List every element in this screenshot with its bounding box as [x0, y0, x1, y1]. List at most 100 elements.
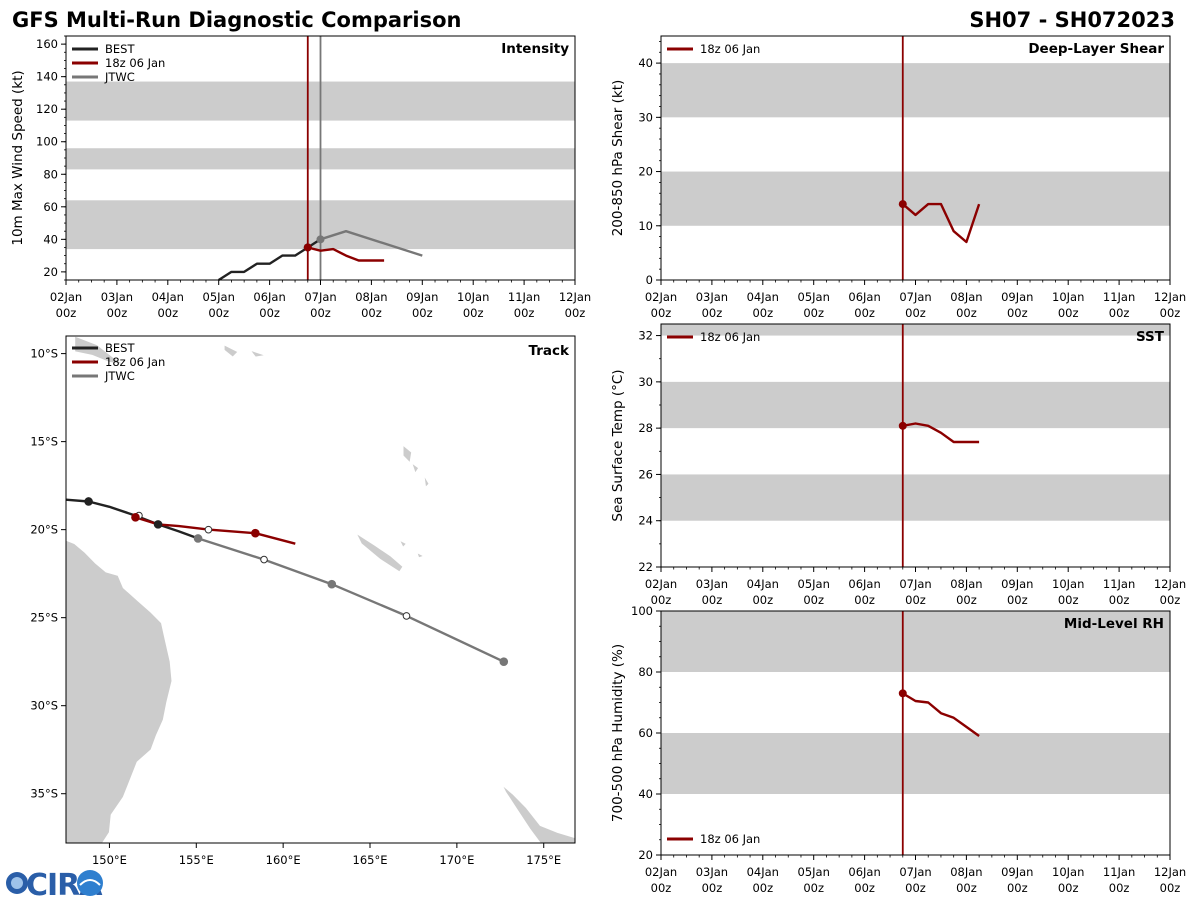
sst-xtick-sublabel: 00z [651, 593, 672, 607]
shear-xtick-sublabel: 00z [752, 306, 773, 320]
rh-xtick-label: 08Jan [950, 865, 982, 879]
shear-frame [660, 35, 1171, 281]
track-marker-run [251, 528, 260, 538]
intensity-ytick-label: 140 [36, 70, 58, 84]
rh-ytick-label: 40 [638, 787, 653, 801]
intensity-ylabel: 10m Max Wind Speed (kt) [10, 70, 26, 245]
track-xtick-label: 165°E [353, 853, 388, 867]
track-title: Track [529, 343, 570, 359]
track-panel: 150°E 155°E 160°E 165°E 170°E 175°E 10°S 15°S 20… [30, 335, 576, 867]
shear-xtick-label: 06Jan [848, 290, 880, 304]
intensity-ytick-label: 20 [43, 265, 58, 279]
track-land [248, 349, 266, 358]
rh-xtick-label: 03Jan [696, 865, 728, 879]
intensity-xtick-label: 06Jan [253, 290, 285, 304]
shear-xtick-label: 07Jan [899, 290, 931, 304]
shear-xtick-sublabel: 00z [1058, 306, 1079, 320]
rh-xtick-label: 02Jan [645, 865, 677, 879]
intensity-ytick-label: 40 [43, 232, 58, 246]
cira-logo: CIRA [6, 868, 104, 900]
track-land [410, 461, 420, 475]
intensity-ytick-label: 160 [36, 37, 58, 51]
rh-xtick-sublabel: 00z [956, 881, 977, 895]
sst-xtick-sublabel: 00z [1160, 593, 1181, 607]
track-ytick-label: 30°S [30, 699, 58, 713]
track-xtick-label: 150°E [92, 853, 127, 867]
sst-xtick-label: 04Jan [747, 577, 779, 591]
track-frame [65, 335, 576, 844]
shear-ytick-label: 40 [638, 56, 653, 70]
shear-ytick-label: 30 [638, 110, 653, 124]
track-marker-best [153, 520, 163, 529]
sst-xtick-sublabel: 00z [803, 593, 824, 607]
intensity-legend-label: BEST [105, 42, 135, 56]
sst-xtick-label: 06Jan [848, 577, 880, 591]
rh-xtick-sublabel: 00z [905, 881, 926, 895]
intensity-xtick-sublabel: 00z [361, 306, 382, 320]
track-marker-run [131, 513, 140, 522]
shear-xtick-label: 04Jan [747, 290, 779, 304]
rh-xtick-label: 07Jan [899, 865, 931, 879]
intensity-xtick-label: 07Jan [304, 290, 336, 304]
rh-xtick-sublabel: 00z [702, 881, 723, 895]
sst-xtick-sublabel: 00z [1007, 593, 1028, 607]
track-ytick-label: 15°S [30, 435, 58, 449]
shear-xtick-sublabel: 00z [956, 306, 977, 320]
intensity-xtick-label: 12Jan [559, 290, 591, 304]
intensity-xtick-sublabel: 00z [157, 306, 178, 320]
sst-ytick-label: 26 [638, 467, 653, 481]
intensity-series-best [218, 238, 322, 282]
sst-ytick-label: 28 [638, 421, 653, 435]
intensity-series-jtwc [320, 229, 423, 257]
track-land [223, 343, 239, 358]
track-xtick-label: 170°E [439, 853, 474, 867]
sst-ytick-label: 30 [638, 375, 653, 389]
shear-xtick-label: 09Jan [1001, 290, 1033, 304]
track-land [398, 539, 408, 549]
sst-ytick-label: 22 [638, 560, 653, 574]
intensity-xtick-label: 09Jan [406, 290, 438, 304]
track-marker-jtwc [193, 534, 203, 543]
rh-legend-label: 18z 06 Jan [700, 832, 760, 846]
shear-xtick-label: 05Jan [798, 290, 830, 304]
sst-title: SST [1136, 329, 1165, 345]
shear-ytick-label: 20 [638, 165, 653, 179]
sst-band [661, 381, 1170, 429]
sst-plot-area [661, 324, 1170, 567]
intensity-xtick-sublabel: 00z [208, 306, 229, 320]
sst-panel: 22 24 26 28 30 32 02Jan 00z 03Jan 00z 04Jan 00z 05Ja… [610, 323, 1186, 607]
sst-xtick-label: 12Jan [1154, 577, 1186, 591]
track-xtick-label: 160°E [266, 853, 301, 867]
track-xtick-label: 155°E [179, 853, 214, 867]
sst-xtick-label: 10Jan [1052, 577, 1084, 591]
shear-xtick-label: 08Jan [950, 290, 982, 304]
track-marker-jtwc [327, 579, 337, 589]
rh-title: Mid-Level RH [1064, 616, 1164, 632]
rh-xtick-sublabel: 00z [1109, 881, 1130, 895]
sst-frame [660, 323, 1171, 568]
rh-marker-run [898, 689, 907, 698]
rh-xtick-label: 09Jan [1001, 865, 1033, 879]
intensity-xtick-sublabel: 00z [565, 306, 586, 320]
sst-xtick-sublabel: 00z [702, 593, 723, 607]
intensity-xtick-label: 02Jan [50, 290, 82, 304]
rh-band [661, 611, 1170, 672]
sst-xtick-label: 11Jan [1103, 577, 1135, 591]
sst-ytick-label: 24 [638, 514, 653, 528]
intensity-legend-label: 18z 06 Jan [105, 56, 165, 70]
rh-ytick-label: 80 [638, 665, 653, 679]
rh-xtick-label: 10Jan [1052, 865, 1084, 879]
shear-xtick-sublabel: 00z [803, 306, 824, 320]
shear-xtick-label: 11Jan [1103, 290, 1135, 304]
track-marker-best [84, 497, 93, 506]
intensity-xtick-label: 04Jan [152, 290, 184, 304]
intensity-xtick-label: 10Jan [457, 290, 489, 304]
intensity-marker-jtwc [316, 235, 325, 244]
rh-xtick-sublabel: 00z [1160, 881, 1181, 895]
intensity-xtick-label: 08Jan [355, 290, 387, 304]
intensity-ytick-label: 100 [36, 135, 58, 149]
figure-title: GFS Multi-Run Diagnostic Comparison [12, 8, 461, 32]
sst-xtick-label: 03Jan [696, 577, 728, 591]
track-marker-jtwc [260, 555, 268, 564]
storm-id: SH07 - SH072023 [969, 8, 1175, 32]
